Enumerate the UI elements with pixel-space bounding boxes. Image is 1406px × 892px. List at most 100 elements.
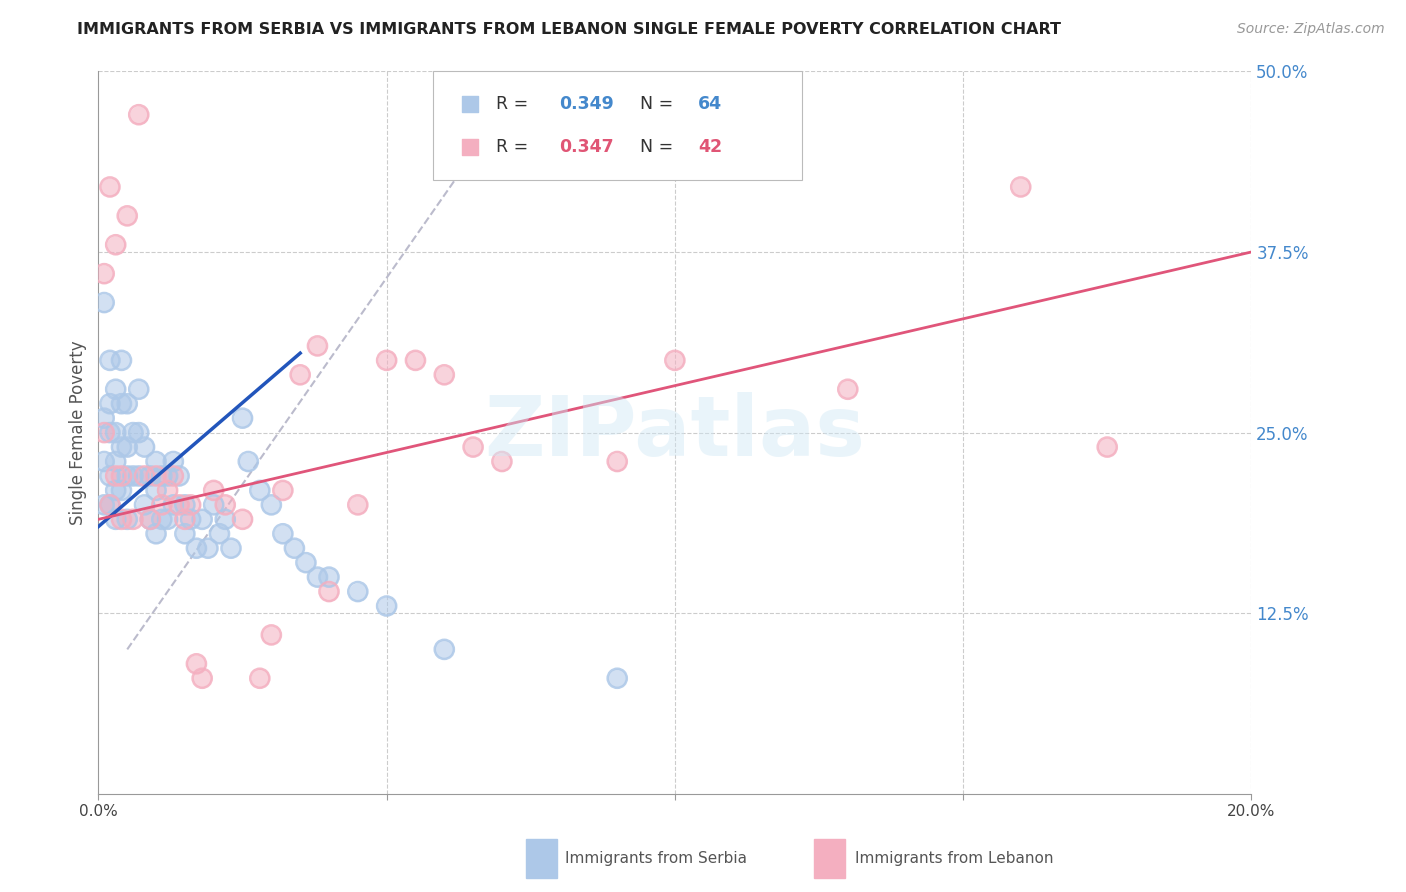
Point xyxy=(139,512,162,526)
Point xyxy=(93,425,115,440)
Point xyxy=(214,498,236,512)
Point xyxy=(162,469,184,483)
Point xyxy=(375,599,398,613)
Point xyxy=(104,454,127,468)
Point xyxy=(93,454,115,468)
Point xyxy=(104,512,127,526)
Point xyxy=(180,512,202,526)
Point xyxy=(271,526,294,541)
Point xyxy=(110,353,132,368)
Point xyxy=(145,454,167,468)
Point xyxy=(214,512,236,526)
Point xyxy=(433,368,456,382)
Point xyxy=(1097,440,1119,454)
Point xyxy=(180,512,202,526)
Point xyxy=(606,671,628,685)
Point xyxy=(110,397,132,411)
Point xyxy=(208,526,231,541)
Point xyxy=(405,353,427,368)
Point xyxy=(110,353,132,368)
Point xyxy=(93,411,115,425)
Text: N =: N = xyxy=(628,138,679,156)
Point xyxy=(162,454,184,468)
Point xyxy=(104,512,127,526)
Point xyxy=(134,469,156,483)
Point xyxy=(606,454,628,468)
Point xyxy=(145,483,167,498)
Point xyxy=(98,353,121,368)
Point xyxy=(162,454,184,468)
Point xyxy=(139,512,162,526)
Point xyxy=(156,469,179,483)
Point xyxy=(307,339,329,353)
Point xyxy=(1097,440,1119,454)
Point xyxy=(375,353,398,368)
Point xyxy=(104,469,127,483)
Point xyxy=(134,498,156,512)
Point xyxy=(191,512,214,526)
Point xyxy=(98,180,121,194)
Point xyxy=(134,440,156,454)
Point xyxy=(346,584,368,599)
Point xyxy=(150,469,173,483)
Point xyxy=(128,108,150,122)
Point xyxy=(318,584,340,599)
Point xyxy=(260,628,283,642)
Point xyxy=(491,454,513,468)
Point xyxy=(110,469,132,483)
Point xyxy=(128,425,150,440)
Point xyxy=(98,498,121,512)
Point xyxy=(191,671,214,685)
Point xyxy=(128,425,150,440)
Point xyxy=(150,512,173,526)
Point xyxy=(104,425,127,440)
Point xyxy=(433,642,456,657)
Point xyxy=(283,541,305,556)
Text: 0.347: 0.347 xyxy=(560,138,614,156)
Point xyxy=(249,483,271,498)
Point xyxy=(186,541,208,556)
Point xyxy=(197,541,219,556)
Point xyxy=(156,469,179,483)
Point xyxy=(93,267,115,281)
Point xyxy=(150,498,173,512)
Point xyxy=(433,368,456,382)
Point xyxy=(104,483,127,498)
Point xyxy=(208,526,231,541)
Point xyxy=(219,541,242,556)
Point xyxy=(202,498,225,512)
Point xyxy=(191,671,214,685)
Point xyxy=(231,512,254,526)
Point xyxy=(231,411,254,425)
Point xyxy=(145,454,167,468)
Point xyxy=(271,483,294,498)
Point xyxy=(260,498,283,512)
Text: Immigrants from Serbia: Immigrants from Serbia xyxy=(565,851,747,865)
Point xyxy=(606,671,628,685)
Point xyxy=(461,440,484,454)
Point xyxy=(174,526,197,541)
Point xyxy=(197,541,219,556)
Point xyxy=(117,397,139,411)
Point xyxy=(93,454,115,468)
Point xyxy=(110,512,132,526)
Point xyxy=(231,512,254,526)
Point xyxy=(145,483,167,498)
Point xyxy=(98,397,121,411)
Point xyxy=(117,209,139,223)
Point xyxy=(186,657,208,671)
Point xyxy=(93,498,115,512)
Point xyxy=(174,512,197,526)
Point xyxy=(134,469,156,483)
Point xyxy=(346,498,368,512)
Point xyxy=(98,353,121,368)
Point xyxy=(249,483,271,498)
Point xyxy=(134,440,156,454)
Text: IMMIGRANTS FROM SERBIA VS IMMIGRANTS FROM LEBANON SINGLE FEMALE POVERTY CORRELAT: IMMIGRANTS FROM SERBIA VS IMMIGRANTS FRO… xyxy=(77,22,1062,37)
FancyBboxPatch shape xyxy=(433,71,801,180)
Point xyxy=(98,425,121,440)
Point xyxy=(491,454,513,468)
Point xyxy=(122,425,145,440)
Point xyxy=(191,512,214,526)
Point xyxy=(139,512,162,526)
